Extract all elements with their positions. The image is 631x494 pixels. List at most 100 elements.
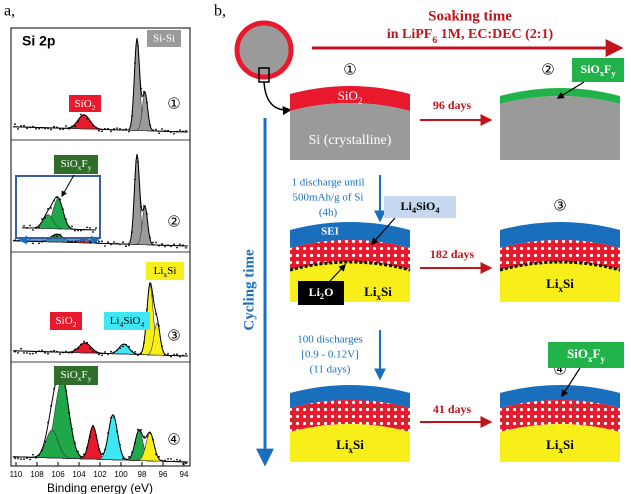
data-point: [74, 125, 76, 128]
text-part: Si: [563, 437, 574, 452]
soaking-medium: in LiPF6 1M, EC:DEC (2:1): [387, 27, 554, 46]
data-point: [128, 130, 130, 133]
arrow: [556, 81, 585, 99]
data-point: [83, 340, 85, 343]
text-part: SiO: [61, 369, 78, 381]
component-peak: [13, 38, 188, 133]
panel-label: a,: [4, 3, 15, 20]
data-point: [176, 458, 178, 461]
data-point: [167, 353, 169, 355]
x-tick-label: 102: [93, 470, 107, 479]
data-point: [38, 127, 40, 130]
layer: [290, 400, 410, 432]
layer: [290, 424, 410, 462]
layer-label: Si (crystalline): [309, 133, 392, 148]
data-point: [50, 128, 52, 131]
peak-label: Si-Si: [153, 33, 175, 45]
soaking-title: Soaking time: [428, 8, 512, 24]
data-point: [92, 231, 94, 233]
layer: [500, 262, 620, 302]
arrow: [329, 263, 346, 282]
spectrum-number: ③: [167, 327, 180, 345]
layer-label: LixSi: [364, 284, 392, 302]
subscript: 2: [320, 292, 324, 301]
envelope: [12, 154, 188, 247]
text-part: SiO: [123, 315, 140, 327]
data-point: [98, 240, 100, 243]
soak-duration: 182 days: [430, 247, 475, 261]
data-point: [26, 127, 28, 130]
data-point: [104, 245, 106, 247]
peak-label: SiOxFy: [61, 158, 92, 173]
data-point: [110, 350, 112, 353]
envelope: [22, 196, 96, 231]
subscript: y: [88, 163, 92, 172]
particle: [234, 20, 294, 80]
subscript: x: [348, 445, 353, 455]
data-point: [176, 246, 178, 249]
x-tick-label: 98: [138, 470, 147, 479]
data-point: [35, 457, 37, 459]
text-part: Si: [381, 284, 392, 299]
data-point: [125, 245, 127, 248]
data-point: [110, 130, 112, 133]
data-point: [101, 240, 103, 243]
data-point: [59, 128, 61, 131]
data-point: [17, 128, 19, 130]
x-axis-label: Binding energy (eV): [47, 481, 153, 494]
data-point: [170, 458, 172, 460]
data-point: [173, 353, 175, 356]
data-point: [158, 132, 160, 135]
data-point: [80, 113, 82, 116]
data-point: [53, 125, 55, 128]
text-part: Si: [353, 437, 364, 452]
data-point: [35, 127, 37, 130]
subscript: 4: [140, 320, 144, 329]
soak-duration: 96 days: [433, 98, 472, 112]
data-point: [74, 229, 76, 232]
data-point: [98, 353, 100, 356]
label-box: [50, 312, 82, 330]
condition: (11 days): [310, 364, 351, 376]
text-part: Li: [309, 285, 321, 299]
component-peak: [13, 91, 188, 133]
data-point: [20, 125, 22, 127]
text-part: SiO: [61, 158, 78, 170]
data-point: [125, 128, 127, 131]
data-point: [134, 351, 136, 353]
data-point: [23, 225, 25, 227]
layer-label: SiOxFy: [567, 346, 605, 364]
data-point: [161, 128, 163, 130]
peak-label: Li4SiO4: [110, 315, 145, 330]
text-part: SiO: [580, 62, 599, 76]
label-box: [147, 30, 181, 47]
text-part: Li: [364, 284, 377, 299]
subscript: 2: [73, 320, 77, 329]
data-point: [62, 128, 64, 131]
layer-label: LixSi: [336, 437, 364, 455]
layer: [290, 103, 410, 160]
peak-label: SiO2: [56, 315, 77, 330]
text-part: Li: [110, 315, 120, 327]
data-point: [38, 242, 40, 245]
label-box: [384, 196, 456, 218]
text-part: SiO: [338, 88, 358, 103]
data-point: [101, 130, 103, 133]
data-point: [104, 351, 106, 353]
data-point: [86, 117, 88, 120]
plot-frame: [10, 27, 191, 467]
data-point: [119, 127, 121, 130]
data-point: [179, 129, 181, 132]
data-point: [17, 352, 19, 354]
layer: [290, 385, 410, 408]
text-part: Li: [336, 437, 349, 452]
spectrum-number: ④: [167, 431, 180, 449]
peak-label: SiO2: [75, 98, 96, 113]
data-point: [179, 243, 181, 246]
condition: 1 discharge until: [291, 177, 364, 189]
data-point: [185, 247, 187, 249]
subscript: x: [376, 292, 381, 302]
data-point: [23, 458, 25, 460]
label-box: [54, 366, 98, 385]
data-point: [167, 458, 169, 460]
